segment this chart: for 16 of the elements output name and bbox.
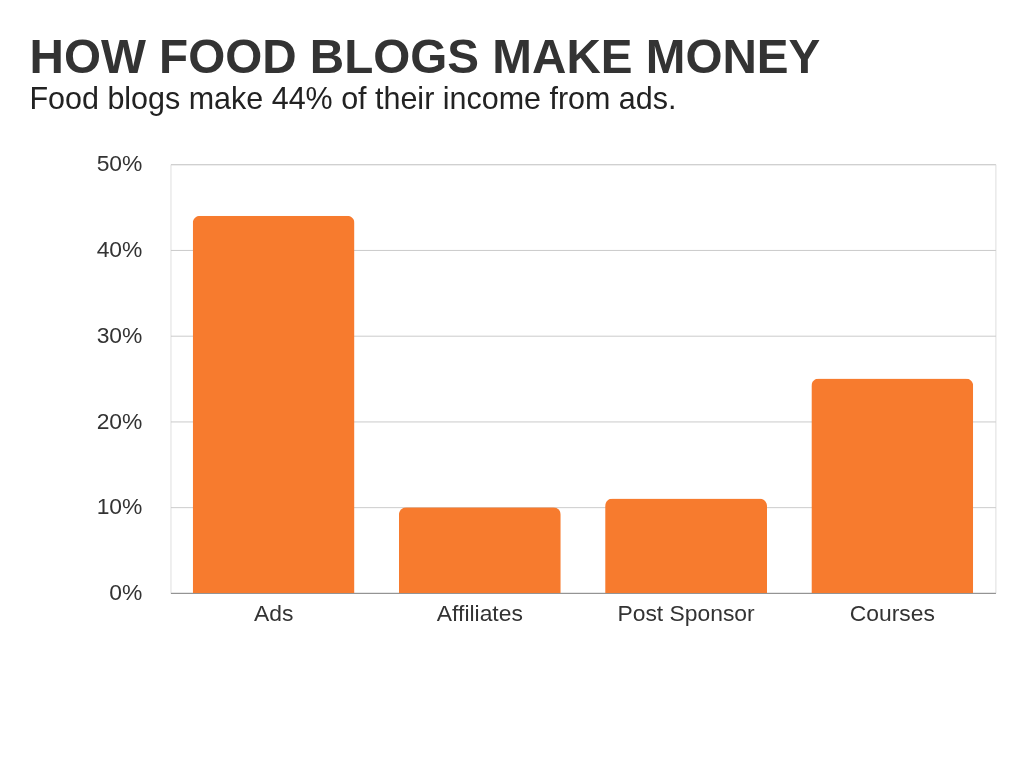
bar [192,215,355,593]
chart-subtitle: Food blogs make 44% of their income from ads. [29,81,677,117]
bar [605,498,768,593]
y-tick-label: 0% [109,579,143,606]
y-tick-label: 50% [96,150,143,177]
y-tick-label: 20% [96,407,143,434]
bar [398,507,561,593]
chart-title: HOW FOOD BLOGS MAKE MONEY [29,29,821,83]
y-tick-label: 30% [96,321,143,348]
x-tick-label: Courses [849,600,935,627]
x-tick-label: Post Sponsor [617,600,756,627]
x-tick-label: Affiliates [436,600,523,627]
bar [811,378,974,593]
x-tick-label: Ads [253,600,294,627]
y-tick-label: 10% [96,493,143,520]
y-tick-label: 40% [96,236,143,263]
